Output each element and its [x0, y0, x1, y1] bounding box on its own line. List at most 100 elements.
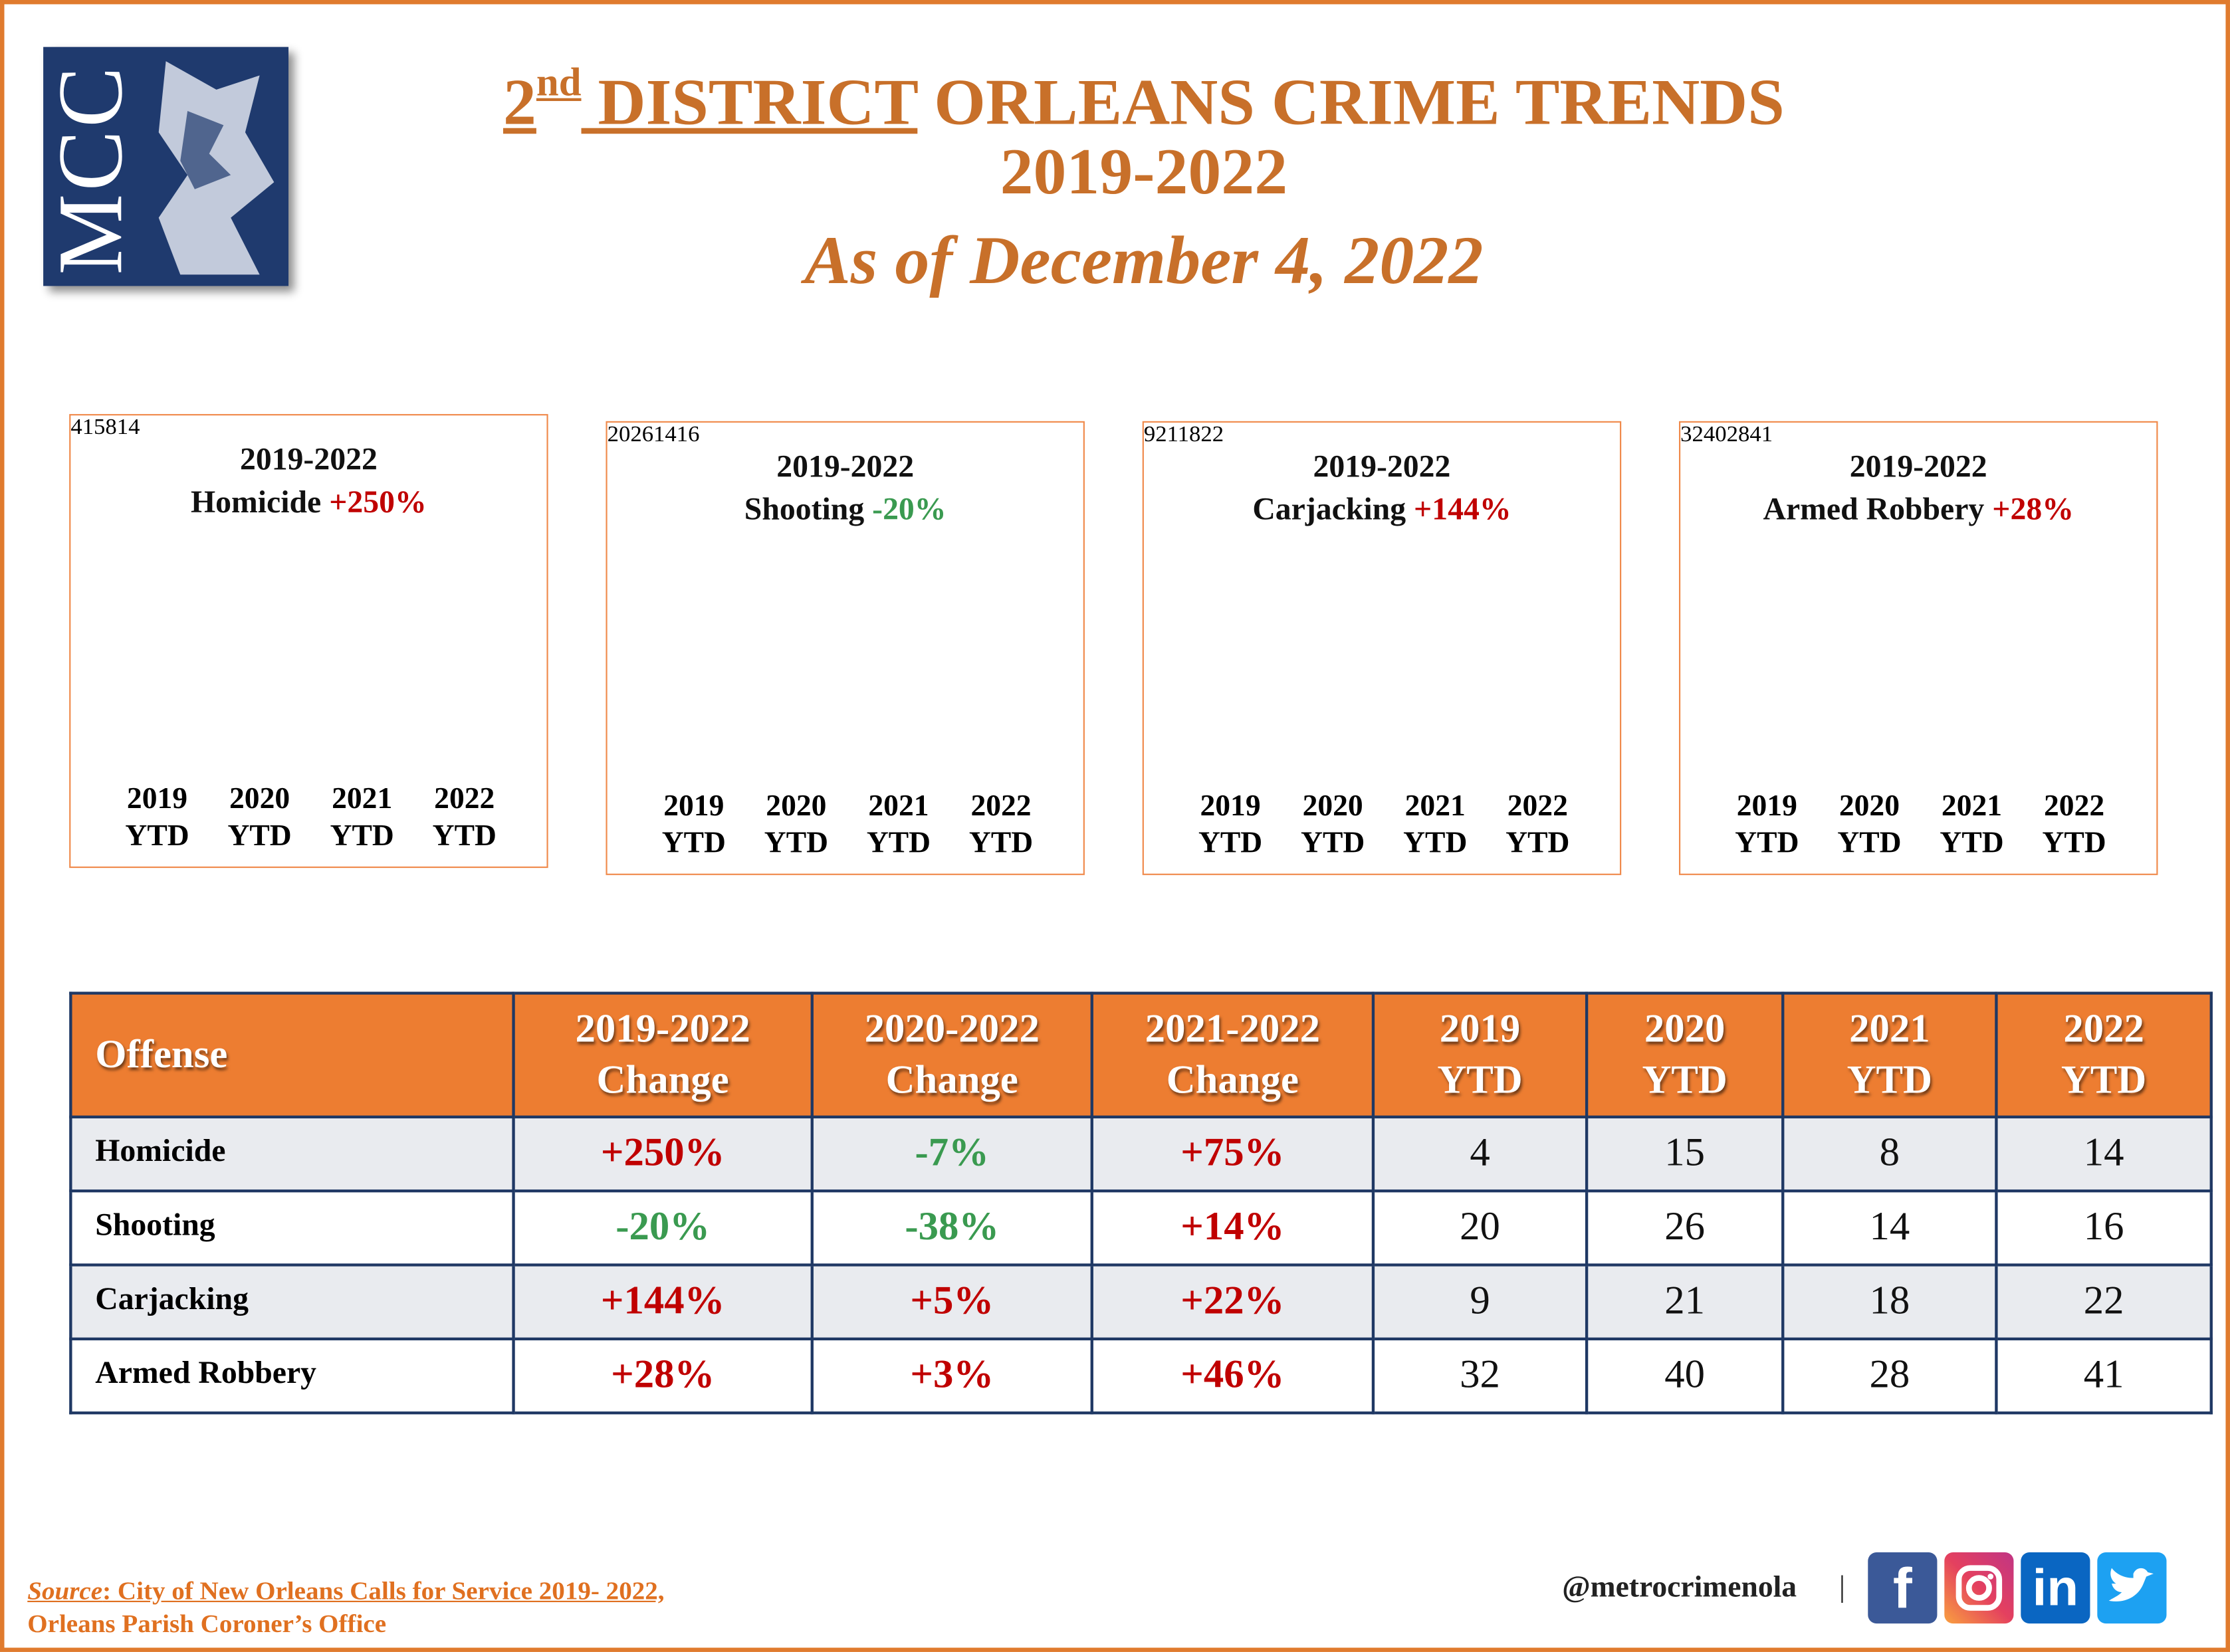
- change-value: +250%: [329, 484, 427, 520]
- change-cell: +3%: [810, 1337, 1093, 1415]
- x-tick-text: 2021 YTD: [1940, 788, 2004, 860]
- x-tick-text: 2019 YTD: [125, 781, 189, 853]
- offense-name: Shooting: [744, 490, 865, 527]
- change-cell: +75%: [1090, 1115, 1375, 1193]
- x-tick-text: 2021 YTD: [1403, 788, 1468, 860]
- offense-name: Carjacking: [1252, 490, 1406, 527]
- table-row: Homicide +250% -7% +75% 4 15 8 14: [69, 1115, 2213, 1193]
- value-label: 28: [1726, 422, 1750, 447]
- x-tick-label: 2021 YTD: [312, 779, 413, 853]
- header-cell: Offense: [69, 991, 515, 1118]
- value-label: 41: [1749, 422, 1773, 447]
- instagram-glyph: [1955, 1565, 2003, 1611]
- twitter-icon[interactable]: [2097, 1552, 2167, 1624]
- title-district: DISTRICT: [598, 65, 918, 138]
- logo-art: [158, 61, 275, 275]
- header-text: 2020: [1644, 1006, 1726, 1051]
- ytd-cell: 14: [1781, 1189, 1998, 1267]
- logo: MCC: [43, 47, 289, 286]
- instagram-icon[interactable]: [1944, 1552, 2014, 1624]
- separator: |: [1839, 1569, 1846, 1604]
- chart: 20261416: [608, 423, 700, 449]
- offense-cell: Shooting: [69, 1189, 515, 1267]
- table-row: Armed Robbery +28% +3% +46% 32 40 28 41: [69, 1337, 2213, 1415]
- change-cell: +22%: [1090, 1263, 1375, 1341]
- title-rest: ORLEANS CRIME TRENDS: [934, 65, 1785, 138]
- chart-panel: 415814 2019-2022 Homicide +250% 2019 YTD 202…: [69, 414, 548, 869]
- handle: @metrocrimenola: [1562, 1569, 1797, 1604]
- value-label: 26: [630, 422, 654, 447]
- chart-title: 2019-2022: [239, 441, 378, 477]
- x-tick-text: 2019 YTD: [1735, 788, 1799, 860]
- header-text: Change: [885, 1057, 1018, 1102]
- change-cell: +14%: [1090, 1189, 1375, 1267]
- chart-title: 2019-2022: [1313, 448, 1451, 484]
- facebook-icon[interactable]: f: [1868, 1552, 1938, 1624]
- chart-subtitle: Carjacking +144%: [1144, 491, 1620, 528]
- change-value: +144%: [1414, 490, 1511, 527]
- chart-panel: 9211822 2019-2022 Carjacking +144% 2019 YTD…: [1142, 421, 1622, 875]
- chart: 415814: [70, 415, 140, 441]
- x-tick-label: 2022 YTD: [414, 779, 515, 853]
- header-text: YTD: [1642, 1057, 1728, 1102]
- x-tick-label: 2020 YTD: [1819, 787, 1920, 861]
- value-label: 20: [607, 422, 631, 447]
- x-tick-label: 2020 YTD: [209, 779, 310, 853]
- value-label: 18: [1177, 422, 1201, 447]
- header-text: YTD: [1846, 1057, 1932, 1102]
- offense-cell: Carjacking: [69, 1263, 515, 1341]
- offense-cell: Homicide: [69, 1115, 515, 1193]
- header-text: 2021: [1849, 1006, 1930, 1051]
- header-text: 2021-2022: [1145, 1006, 1320, 1051]
- years: 2019-2022: [1000, 135, 1288, 208]
- chart-panel: 20261416 2019-2022 Shooting -20% 2019 YTD 20…: [606, 421, 1085, 875]
- header-cell: 2021-2022 Change: [1090, 991, 1375, 1118]
- date: As of December 4, 2022: [804, 223, 1484, 299]
- linkedin-icon[interactable]: in: [2021, 1552, 2090, 1624]
- ytd-cell: 22: [1995, 1263, 2213, 1341]
- header-text: Change: [596, 1057, 729, 1102]
- x-tick-label: 2021 YTD: [1922, 787, 2023, 861]
- table-row: Shooting -20% -38% +14% 20 26 14 16: [69, 1189, 2213, 1267]
- ytd-cell: 28: [1781, 1337, 1998, 1415]
- change-cell: +28%: [512, 1337, 814, 1415]
- chart-panel: 32402841 2019-2022 Armed Robbery +28% 2019 …: [1678, 421, 2158, 875]
- value-label: 32: [1680, 422, 1704, 447]
- header-text: 2020-2022: [864, 1006, 1040, 1051]
- x-tick-label: 2019 YTD: [643, 787, 744, 861]
- value-label: 15: [82, 415, 106, 440]
- x-tick-label: 2022 YTD: [2024, 787, 2125, 861]
- offense-name: Armed Robbery: [1763, 490, 1985, 527]
- value-label: 14: [653, 422, 677, 447]
- x-tick-text: 2021 YTD: [866, 788, 931, 860]
- x-tick-label: 2022 YTD: [1487, 787, 1588, 861]
- x-tick-label: 2021 YTD: [848, 787, 949, 861]
- ytd-cell: 26: [1585, 1189, 1785, 1267]
- ytd-cell: 8: [1781, 1115, 1998, 1193]
- value-label: 8: [105, 415, 117, 440]
- header-cell: 2020 YTD: [1585, 991, 1785, 1118]
- change-value: -20%: [872, 490, 947, 527]
- header-row: Offense 2019-2022 Change 2020-2022 Change 202…: [69, 991, 2213, 1118]
- title-number: 2: [502, 65, 536, 138]
- x-tick-label: 2019 YTD: [1716, 787, 1817, 861]
- chart: 9211822: [1144, 423, 1224, 449]
- source: Source: City of New Orleans Calls for Se…: [27, 1575, 664, 1640]
- header-cell: 2019-2022 Change: [512, 991, 814, 1118]
- ytd-cell: 40: [1585, 1337, 1785, 1415]
- header-cell: 2021 YTD: [1781, 991, 1998, 1118]
- x-tick-text: 2020 YTD: [764, 788, 829, 860]
- change-cell: -38%: [810, 1189, 1093, 1267]
- ytd-cell: 16: [1995, 1189, 2213, 1267]
- wolf-shade: [180, 111, 231, 189]
- ytd-cell: 4: [1371, 1115, 1589, 1193]
- offense-cell: Armed Robbery: [69, 1337, 515, 1415]
- x-tick-text: 2019 YTD: [661, 788, 726, 860]
- value-label: 40: [1703, 422, 1727, 447]
- title-suffix: nd: [536, 61, 582, 106]
- facebook-glyph: f: [1892, 1558, 1912, 1621]
- x-tick-label: 2020 YTD: [1282, 787, 1383, 861]
- ytd-cell: 9: [1371, 1263, 1589, 1341]
- table-row: Carjacking +144% +5% +22% 9 21 18 22: [69, 1263, 2213, 1341]
